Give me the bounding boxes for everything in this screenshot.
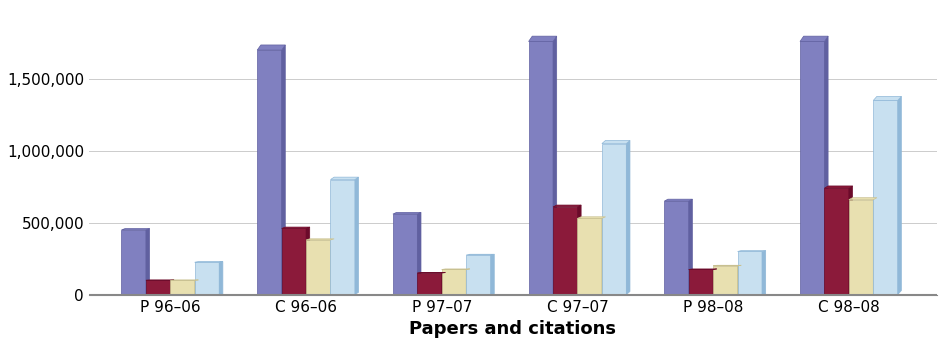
Polygon shape	[146, 228, 149, 295]
Bar	[330, 179, 355, 295]
Bar	[553, 207, 578, 295]
Polygon shape	[553, 36, 557, 295]
Bar	[824, 188, 849, 295]
Bar	[665, 201, 689, 295]
Polygon shape	[849, 198, 877, 200]
Bar	[417, 273, 442, 295]
Polygon shape	[257, 45, 285, 50]
Polygon shape	[170, 280, 174, 295]
Bar	[442, 269, 466, 295]
Bar	[122, 230, 146, 295]
Polygon shape	[330, 239, 334, 295]
Bar	[713, 266, 737, 295]
Polygon shape	[824, 36, 828, 295]
Polygon shape	[762, 250, 766, 295]
Polygon shape	[491, 254, 495, 295]
Polygon shape	[355, 177, 359, 295]
Bar	[800, 41, 824, 295]
Polygon shape	[578, 217, 605, 218]
Polygon shape	[281, 227, 310, 228]
Polygon shape	[737, 265, 741, 295]
Polygon shape	[665, 199, 692, 201]
Bar	[689, 269, 713, 295]
Polygon shape	[800, 36, 828, 41]
Polygon shape	[873, 198, 877, 295]
Bar	[194, 262, 219, 295]
Polygon shape	[626, 140, 630, 295]
Polygon shape	[873, 96, 902, 100]
Polygon shape	[713, 265, 741, 266]
Polygon shape	[466, 269, 470, 295]
Bar	[281, 228, 306, 295]
Polygon shape	[602, 217, 605, 295]
Bar	[849, 200, 873, 295]
Bar	[529, 41, 553, 295]
Polygon shape	[281, 45, 285, 295]
Polygon shape	[602, 140, 630, 144]
Bar	[737, 252, 762, 295]
Polygon shape	[466, 254, 495, 255]
Polygon shape	[219, 262, 223, 295]
Bar	[257, 50, 281, 295]
Polygon shape	[393, 213, 421, 214]
Polygon shape	[306, 239, 334, 240]
Polygon shape	[417, 213, 421, 295]
Polygon shape	[578, 205, 582, 295]
Polygon shape	[737, 250, 766, 252]
Polygon shape	[824, 186, 852, 188]
Bar	[602, 144, 626, 295]
Polygon shape	[713, 269, 716, 295]
X-axis label: Papers and citations: Papers and citations	[410, 320, 616, 338]
Polygon shape	[553, 205, 582, 207]
Bar	[170, 280, 194, 295]
Polygon shape	[442, 273, 446, 295]
Polygon shape	[849, 186, 852, 295]
Bar	[306, 240, 330, 295]
Bar	[873, 100, 898, 295]
Polygon shape	[194, 280, 198, 295]
Bar	[393, 214, 417, 295]
Polygon shape	[898, 96, 902, 295]
Bar	[466, 255, 491, 295]
Bar	[578, 218, 602, 295]
Polygon shape	[529, 36, 557, 41]
Bar	[146, 280, 170, 295]
Polygon shape	[306, 227, 310, 295]
Polygon shape	[330, 177, 359, 179]
Polygon shape	[122, 228, 149, 230]
Polygon shape	[689, 199, 692, 295]
